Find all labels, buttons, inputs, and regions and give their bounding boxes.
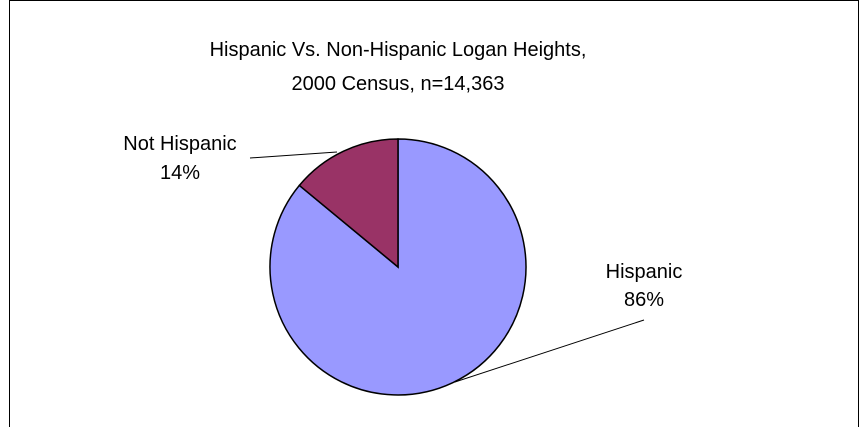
leader-line-not-hispanic — [249, 151, 338, 159]
data-label-not-hispanic-name: Not Hispanic — [123, 133, 236, 155]
data-label-not-hispanic-percent: 14% — [160, 162, 200, 184]
chart-title-line-1: Hispanic Vs. Non-Hispanic Logan Heights, — [210, 39, 587, 61]
data-label-hispanic-name: Hispanic — [606, 261, 683, 283]
leader-line-hispanic — [454, 319, 645, 383]
chart-title-line-2: 2000 Census, n=14,363 — [292, 73, 505, 95]
data-label-hispanic-percent: 86% — [624, 289, 664, 311]
pie-slice-not-hispanic — [298, 138, 399, 269]
pie-slices — [269, 138, 527, 396]
